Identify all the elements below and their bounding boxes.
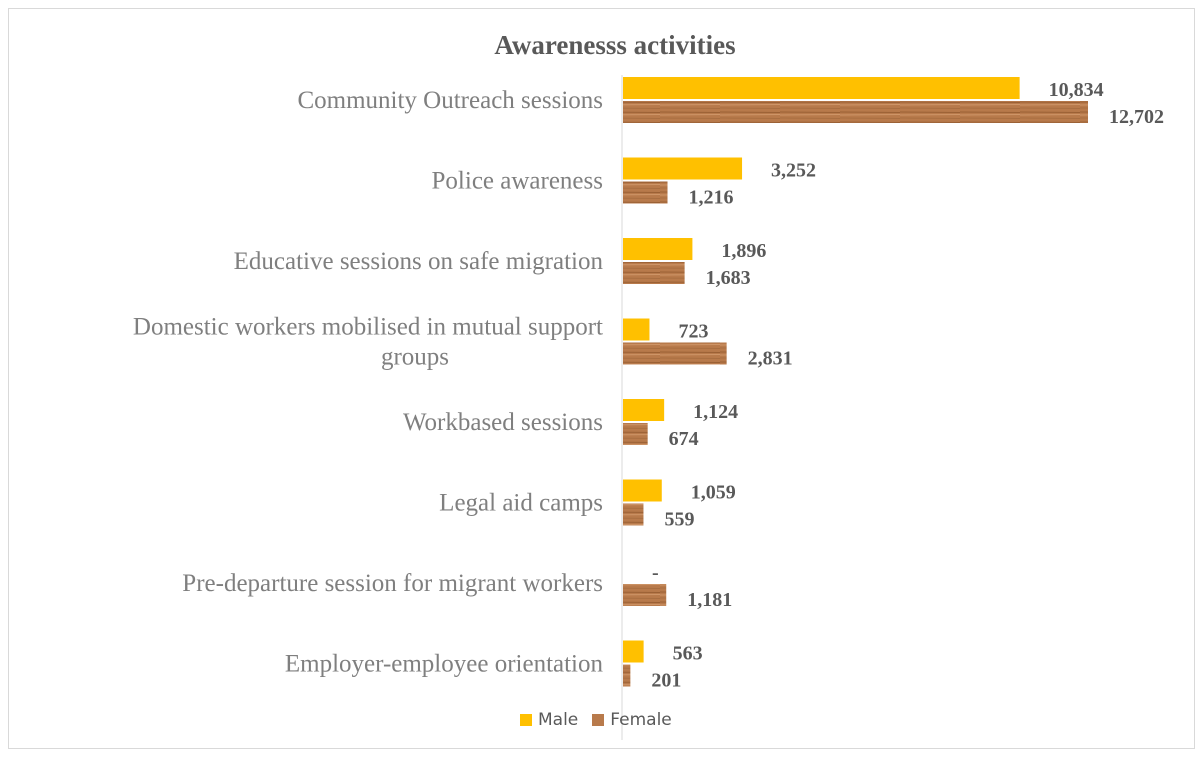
category-label: Police awareness [432, 168, 603, 195]
data-label-female: 12,702 [1109, 106, 1164, 128]
data-label-male: 563 [673, 643, 703, 665]
data-label-female: 2,831 [748, 348, 793, 370]
legend-label-male: Male [538, 710, 579, 730]
bar-male [623, 399, 665, 421]
bar-female [623, 503, 644, 526]
bar-female [623, 342, 727, 365]
data-label-female: 674 [669, 428, 699, 450]
legend-swatch-female [592, 714, 605, 726]
data-label-female: 1,683 [706, 267, 751, 289]
bar-female [623, 181, 668, 204]
category-label: Workbased sessions [403, 409, 603, 436]
data-label-male: - [652, 562, 659, 584]
category-label: Employer-employee orientation [285, 651, 604, 678]
category-label: Legal aid camps [439, 490, 603, 517]
data-label-male: 3,252 [771, 160, 816, 182]
bar-male [623, 77, 1020, 99]
data-label-female: 201 [651, 670, 681, 692]
category-label: Pre-departure session for migrant worker… [182, 570, 603, 597]
category-label: Domestic workers mobilised in mutual sup… [133, 314, 603, 371]
bar-male [623, 479, 662, 502]
bar-female [623, 262, 685, 284]
data-label-male: 1,059 [691, 482, 736, 504]
chart-frame [8, 8, 1195, 749]
category-label: Community Outreach sessions [297, 87, 603, 114]
bar-female [623, 664, 631, 687]
bar-male [623, 238, 693, 260]
bar-female [623, 101, 1088, 123]
data-label-female: 1,216 [689, 187, 734, 209]
bar-female [623, 423, 648, 445]
data-label-female: 559 [664, 509, 694, 531]
data-label-male: 723 [678, 321, 708, 343]
legend-label-female: Female [610, 710, 672, 730]
legend: Male Female [520, 710, 672, 730]
category-label: Educative sessions on safe migration [234, 248, 604, 275]
bar-male [623, 318, 650, 341]
data-label-male: 10,834 [1049, 79, 1104, 101]
chart-title: Awarenesss activities [494, 30, 736, 60]
bar-male [623, 640, 644, 663]
bar-female [623, 584, 667, 606]
legend-item-male: Male [520, 710, 578, 730]
data-label-male: 1,124 [693, 401, 738, 423]
data-label-female: 1,181 [687, 589, 732, 611]
legend-item-female: Female [592, 710, 672, 730]
data-label-male: 1,896 [721, 240, 766, 262]
bar-male [623, 157, 743, 180]
legend-swatch-male [520, 714, 532, 726]
